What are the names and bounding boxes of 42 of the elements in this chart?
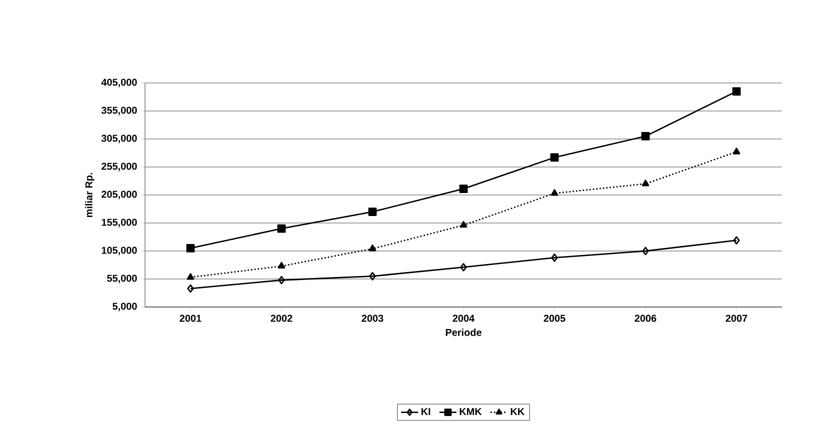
y-tick-label: 205,000 bbox=[102, 190, 137, 200]
point bbox=[278, 262, 286, 269]
point bbox=[368, 208, 377, 216]
x-axis-title: Periode bbox=[446, 328, 482, 336]
x-tick-label: 2005 bbox=[544, 314, 566, 322]
legend-label: KMK bbox=[460, 408, 482, 415]
y-tick-label: 355,000 bbox=[101, 106, 137, 116]
point bbox=[278, 276, 285, 284]
point bbox=[368, 244, 376, 252]
point bbox=[550, 189, 558, 196]
point bbox=[550, 153, 559, 162]
x-tick-label: 2002 bbox=[270, 314, 292, 322]
point bbox=[733, 236, 740, 245]
y-tick-label: 105,000 bbox=[102, 246, 137, 256]
point bbox=[369, 272, 376, 280]
y-tick-label: 5,000 bbox=[112, 302, 137, 312]
x-tick-label: 2004 bbox=[452, 314, 475, 322]
point bbox=[642, 246, 649, 256]
point bbox=[732, 148, 740, 154]
point bbox=[641, 132, 650, 140]
point bbox=[186, 273, 194, 280]
point bbox=[459, 184, 468, 194]
point bbox=[187, 284, 194, 293]
y-tick-label: 55,000 bbox=[107, 274, 137, 284]
point bbox=[277, 224, 286, 233]
point bbox=[186, 244, 195, 252]
point bbox=[732, 87, 741, 96]
legend-label: KI bbox=[421, 408, 430, 415]
point bbox=[551, 254, 558, 262]
y-tick-label: 155,000 bbox=[102, 218, 137, 228]
y-axis-title: miliar Rp. bbox=[85, 173, 94, 218]
y-tick-label: 305,000 bbox=[101, 134, 137, 144]
y-tick-label: 405,000 bbox=[101, 78, 137, 88]
x-tick-label: 2001 bbox=[180, 314, 202, 322]
x-tick-label: 2007 bbox=[726, 314, 748, 322]
legend-label: KK bbox=[510, 408, 524, 415]
x-tick-label: 2006 bbox=[634, 314, 656, 322]
y-tick-label: 255,000 bbox=[102, 162, 137, 172]
point bbox=[642, 180, 650, 186]
x-tick-label: 2003 bbox=[362, 314, 384, 322]
point bbox=[460, 221, 468, 228]
point bbox=[460, 263, 467, 272]
